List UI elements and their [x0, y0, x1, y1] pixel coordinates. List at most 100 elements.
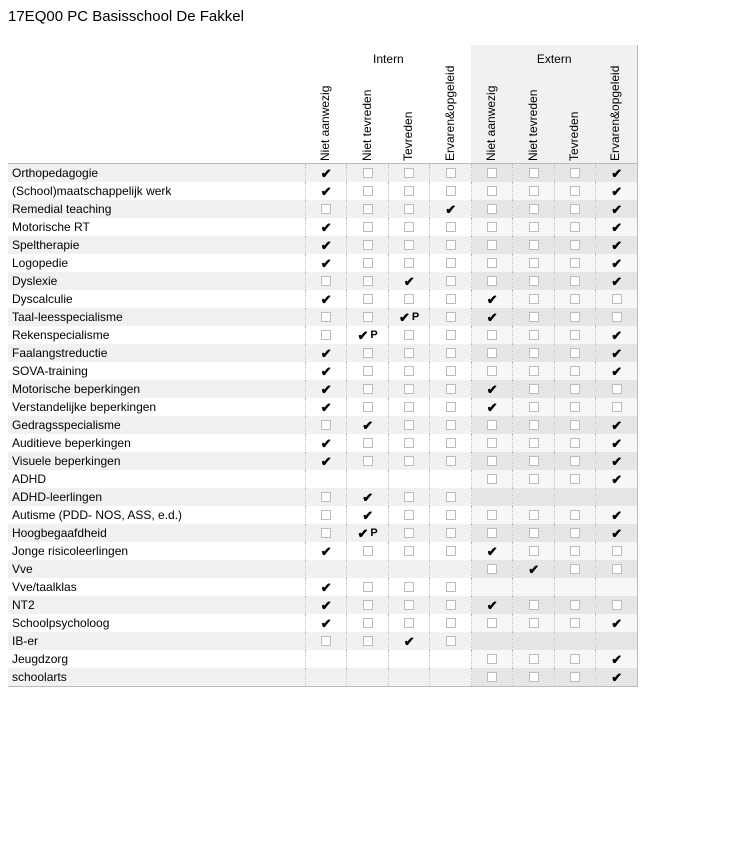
table-cell: ✔ — [305, 163, 347, 182]
checkbox-empty-icon — [570, 348, 580, 358]
table-cell — [430, 326, 472, 344]
competency-table: Intern Extern Niet aanwezigNiet tevreden… — [8, 45, 638, 687]
table-cell — [513, 362, 555, 380]
table-cell — [554, 506, 595, 524]
table-cell: ✔P — [347, 326, 389, 344]
table-cell — [554, 380, 595, 398]
checkbox-empty-icon — [446, 636, 456, 646]
table-row: Vve/taalklas✔ — [8, 578, 638, 596]
table-cell — [471, 218, 513, 236]
table-cell — [596, 632, 638, 650]
table-cell — [554, 254, 595, 272]
table-cell — [347, 272, 389, 290]
checkbox-empty-icon — [321, 312, 331, 322]
column-header-label: Niet tevreden — [360, 89, 374, 160]
checkbox-empty-icon — [404, 402, 414, 412]
blank-cell — [404, 473, 414, 483]
table-cell — [596, 290, 638, 308]
table-cell — [347, 362, 389, 380]
blank-cell — [321, 671, 331, 681]
table-row: Schoolpsycholoog✔✔ — [8, 614, 638, 632]
table-cell — [388, 254, 430, 272]
p-marker: P — [370, 329, 377, 341]
checkbox-empty-icon — [529, 528, 539, 538]
table-row: Orthopedagogie✔✔ — [8, 163, 638, 182]
column-header: Tevreden — [554, 73, 595, 163]
table-cell — [513, 668, 555, 687]
checkbox-empty-icon — [321, 204, 331, 214]
table-cell — [513, 578, 555, 596]
table-cell — [347, 560, 389, 578]
checkbox-empty-icon — [570, 384, 580, 394]
table-cell — [471, 326, 513, 344]
checkbox-empty-icon — [487, 564, 497, 574]
table-cell — [430, 668, 472, 687]
table-cell — [554, 578, 595, 596]
table-cell — [305, 416, 347, 434]
table-cell: ✔ — [305, 254, 347, 272]
checkmark-icon: ✔ — [358, 329, 369, 342]
checkbox-empty-icon — [529, 312, 539, 322]
table-cell — [554, 560, 595, 578]
checkbox-empty-icon — [570, 186, 580, 196]
table-cell — [347, 163, 389, 182]
row-label: Hoogbegaafdheid — [8, 524, 305, 542]
checkbox-empty-icon — [612, 312, 622, 322]
checkbox-empty-icon — [612, 294, 622, 304]
table-cell — [305, 524, 347, 542]
checkbox-empty-icon — [529, 384, 539, 394]
table-cell — [554, 650, 595, 668]
table-cell — [430, 290, 472, 308]
checkbox-empty-icon — [404, 222, 414, 232]
table-cell — [596, 380, 638, 398]
checkbox-empty-icon — [529, 654, 539, 664]
table-cell — [388, 668, 430, 687]
checkbox-empty-icon — [404, 330, 414, 340]
checkmark-icon: ✔ — [362, 491, 373, 504]
checkbox-empty-icon — [404, 438, 414, 448]
table-cell — [430, 614, 472, 632]
checkbox-empty-icon — [612, 384, 622, 394]
checkbox-empty-icon — [529, 186, 539, 196]
table-cell — [388, 452, 430, 470]
checkbox-empty-icon — [446, 492, 456, 502]
checkbox-empty-icon — [570, 564, 580, 574]
checkmark-icon: ✔ — [362, 509, 373, 522]
column-header: Niet tevreden — [513, 73, 555, 163]
table-cell — [513, 614, 555, 632]
checkmark-icon: ✔ — [611, 167, 622, 180]
checkmark-icon: ✔ — [611, 257, 622, 270]
table-cell — [513, 416, 555, 434]
checkbox-empty-icon — [529, 348, 539, 358]
checkbox-empty-icon — [321, 276, 331, 286]
table-cell — [347, 632, 389, 650]
checkbox-empty-icon — [529, 168, 539, 178]
checkbox-empty-icon — [446, 600, 456, 610]
row-label: Verstandelijke beperkingen — [8, 398, 305, 416]
checkbox-empty-icon — [363, 222, 373, 232]
blank-cell — [570, 491, 580, 501]
blank-cell — [570, 581, 580, 591]
table-cell — [554, 542, 595, 560]
checkmark-icon: ✔ — [487, 401, 498, 414]
checkmark-icon: ✔ — [358, 527, 369, 540]
checkbox-empty-icon — [321, 636, 331, 646]
row-label: Vve/taalklas — [8, 578, 305, 596]
table-cell: ✔ — [596, 668, 638, 687]
table-cell: ✔ — [596, 362, 638, 380]
table-cell — [388, 434, 430, 452]
checkbox-empty-icon — [487, 276, 497, 286]
table-cell — [347, 452, 389, 470]
checkbox-empty-icon — [570, 294, 580, 304]
checkbox-empty-icon — [529, 600, 539, 610]
table-row: Vve✔ — [8, 560, 638, 578]
checkmark-icon: ✔ — [611, 455, 622, 468]
table-cell — [471, 344, 513, 362]
checkbox-empty-icon — [404, 348, 414, 358]
table-cell — [596, 596, 638, 614]
table-cell — [388, 542, 430, 560]
table-cell — [554, 434, 595, 452]
checkbox-empty-icon — [446, 348, 456, 358]
checkbox-empty-icon — [404, 186, 414, 196]
checkbox-empty-icon — [404, 258, 414, 268]
